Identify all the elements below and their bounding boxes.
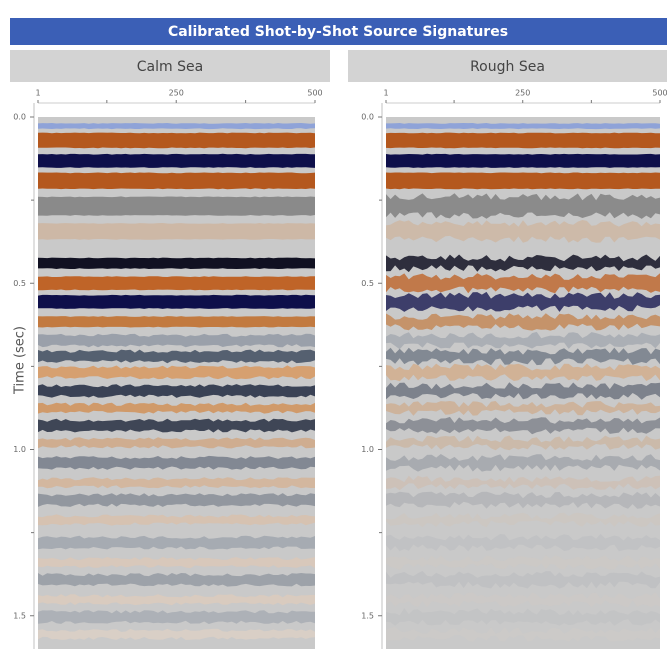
seismic-band: [386, 172, 660, 190]
seismic-band: [386, 382, 660, 400]
seismic-band: [386, 533, 660, 552]
y-tick-label: 0.5: [13, 279, 26, 288]
y-tick-label: 0.5: [361, 279, 374, 288]
seismic-band: [38, 402, 315, 414]
seismic-band: [38, 610, 315, 624]
seismic-band: [38, 628, 315, 640]
x-tick-label: 1: [383, 89, 388, 98]
seismic-band: [38, 437, 315, 449]
seismic-band: [386, 123, 660, 130]
seismic-band: [38, 196, 315, 216]
y-tick-label: 1.5: [361, 611, 374, 620]
seismic-band: [38, 365, 315, 380]
title-bar: [10, 18, 667, 45]
seismic-band: [386, 313, 660, 331]
seismic-band: [386, 435, 660, 451]
seismic-band: [38, 333, 315, 348]
panel-header: [348, 50, 667, 82]
seismic-band: [38, 384, 315, 398]
x-tick-label: 250: [515, 89, 530, 98]
seismic-band: [38, 172, 315, 190]
y-tick-label: 0.0: [361, 113, 374, 122]
panel-title: Calm Sea: [137, 59, 203, 75]
seismic-band: [386, 132, 660, 149]
y-tick-label: 0.0: [13, 113, 26, 122]
seismic-band: [386, 454, 660, 472]
seismic-band: [38, 276, 315, 291]
seismic-band: [38, 294, 315, 309]
seismic-image: [38, 117, 315, 649]
x-tick-label: 250: [169, 89, 184, 98]
y-axis-label: Time (sec): [13, 326, 28, 395]
seismic-band: [386, 512, 660, 528]
seismic-band: [38, 594, 315, 606]
seismic-band: [386, 626, 660, 642]
seismic-band: [386, 153, 660, 168]
y-tick-label: 1.5: [13, 611, 26, 620]
seismic-band: [386, 416, 660, 435]
seismic-band: [38, 573, 315, 587]
y-tick-label: 1.0: [13, 445, 26, 454]
seismic-band: [386, 555, 660, 570]
seismic-band: [386, 331, 660, 350]
y-tick-label: 1.0: [361, 445, 374, 454]
seismic-band: [38, 493, 315, 507]
seismic-band: [386, 254, 660, 273]
seismic-band: [38, 535, 315, 550]
seismic-band: [38, 223, 315, 240]
seismic-band: [38, 316, 315, 328]
seismic-band: [386, 491, 660, 509]
seismic-band: [386, 475, 660, 491]
seismic-band: [38, 132, 315, 149]
seismic-band: [386, 220, 660, 243]
x-tick-label: 1: [35, 89, 40, 98]
seismic-band: [38, 257, 315, 269]
seismic-band: [386, 592, 660, 608]
seismic-band: [386, 401, 660, 416]
seismic-band: [386, 347, 660, 366]
seismic-band: [38, 514, 315, 526]
seismic-band: [38, 557, 315, 569]
seismic-band: [386, 571, 660, 589]
seismic-band: [38, 477, 315, 489]
seismic-band: [38, 153, 315, 168]
seismic-band: [38, 349, 315, 364]
figure-title: Calibrated Shot-by-Shot Source Signature…: [168, 24, 508, 40]
seismic-band: [38, 455, 315, 470]
seismic-image: [386, 117, 660, 649]
x-tick-label: 500: [652, 89, 667, 98]
panel-header: [10, 50, 330, 82]
seismic-band: [386, 193, 660, 219]
seismic-band: [38, 123, 315, 130]
x-tick-label: 500: [307, 89, 322, 98]
seismic-band: [386, 363, 660, 382]
panel-title: Rough Sea: [470, 59, 545, 75]
seismic-band: [386, 273, 660, 294]
seismic-band: [38, 418, 315, 433]
seismic-band: [386, 291, 660, 312]
seismic-band: [386, 608, 660, 626]
